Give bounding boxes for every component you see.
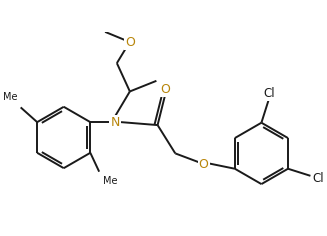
Text: Me: Me: [3, 92, 17, 102]
Text: O: O: [199, 157, 209, 171]
Text: O: O: [160, 83, 170, 96]
Text: Me: Me: [103, 177, 117, 186]
Text: O: O: [125, 36, 135, 49]
Text: N: N: [111, 116, 120, 129]
Text: Cl: Cl: [264, 87, 275, 100]
Text: Cl: Cl: [312, 172, 324, 185]
